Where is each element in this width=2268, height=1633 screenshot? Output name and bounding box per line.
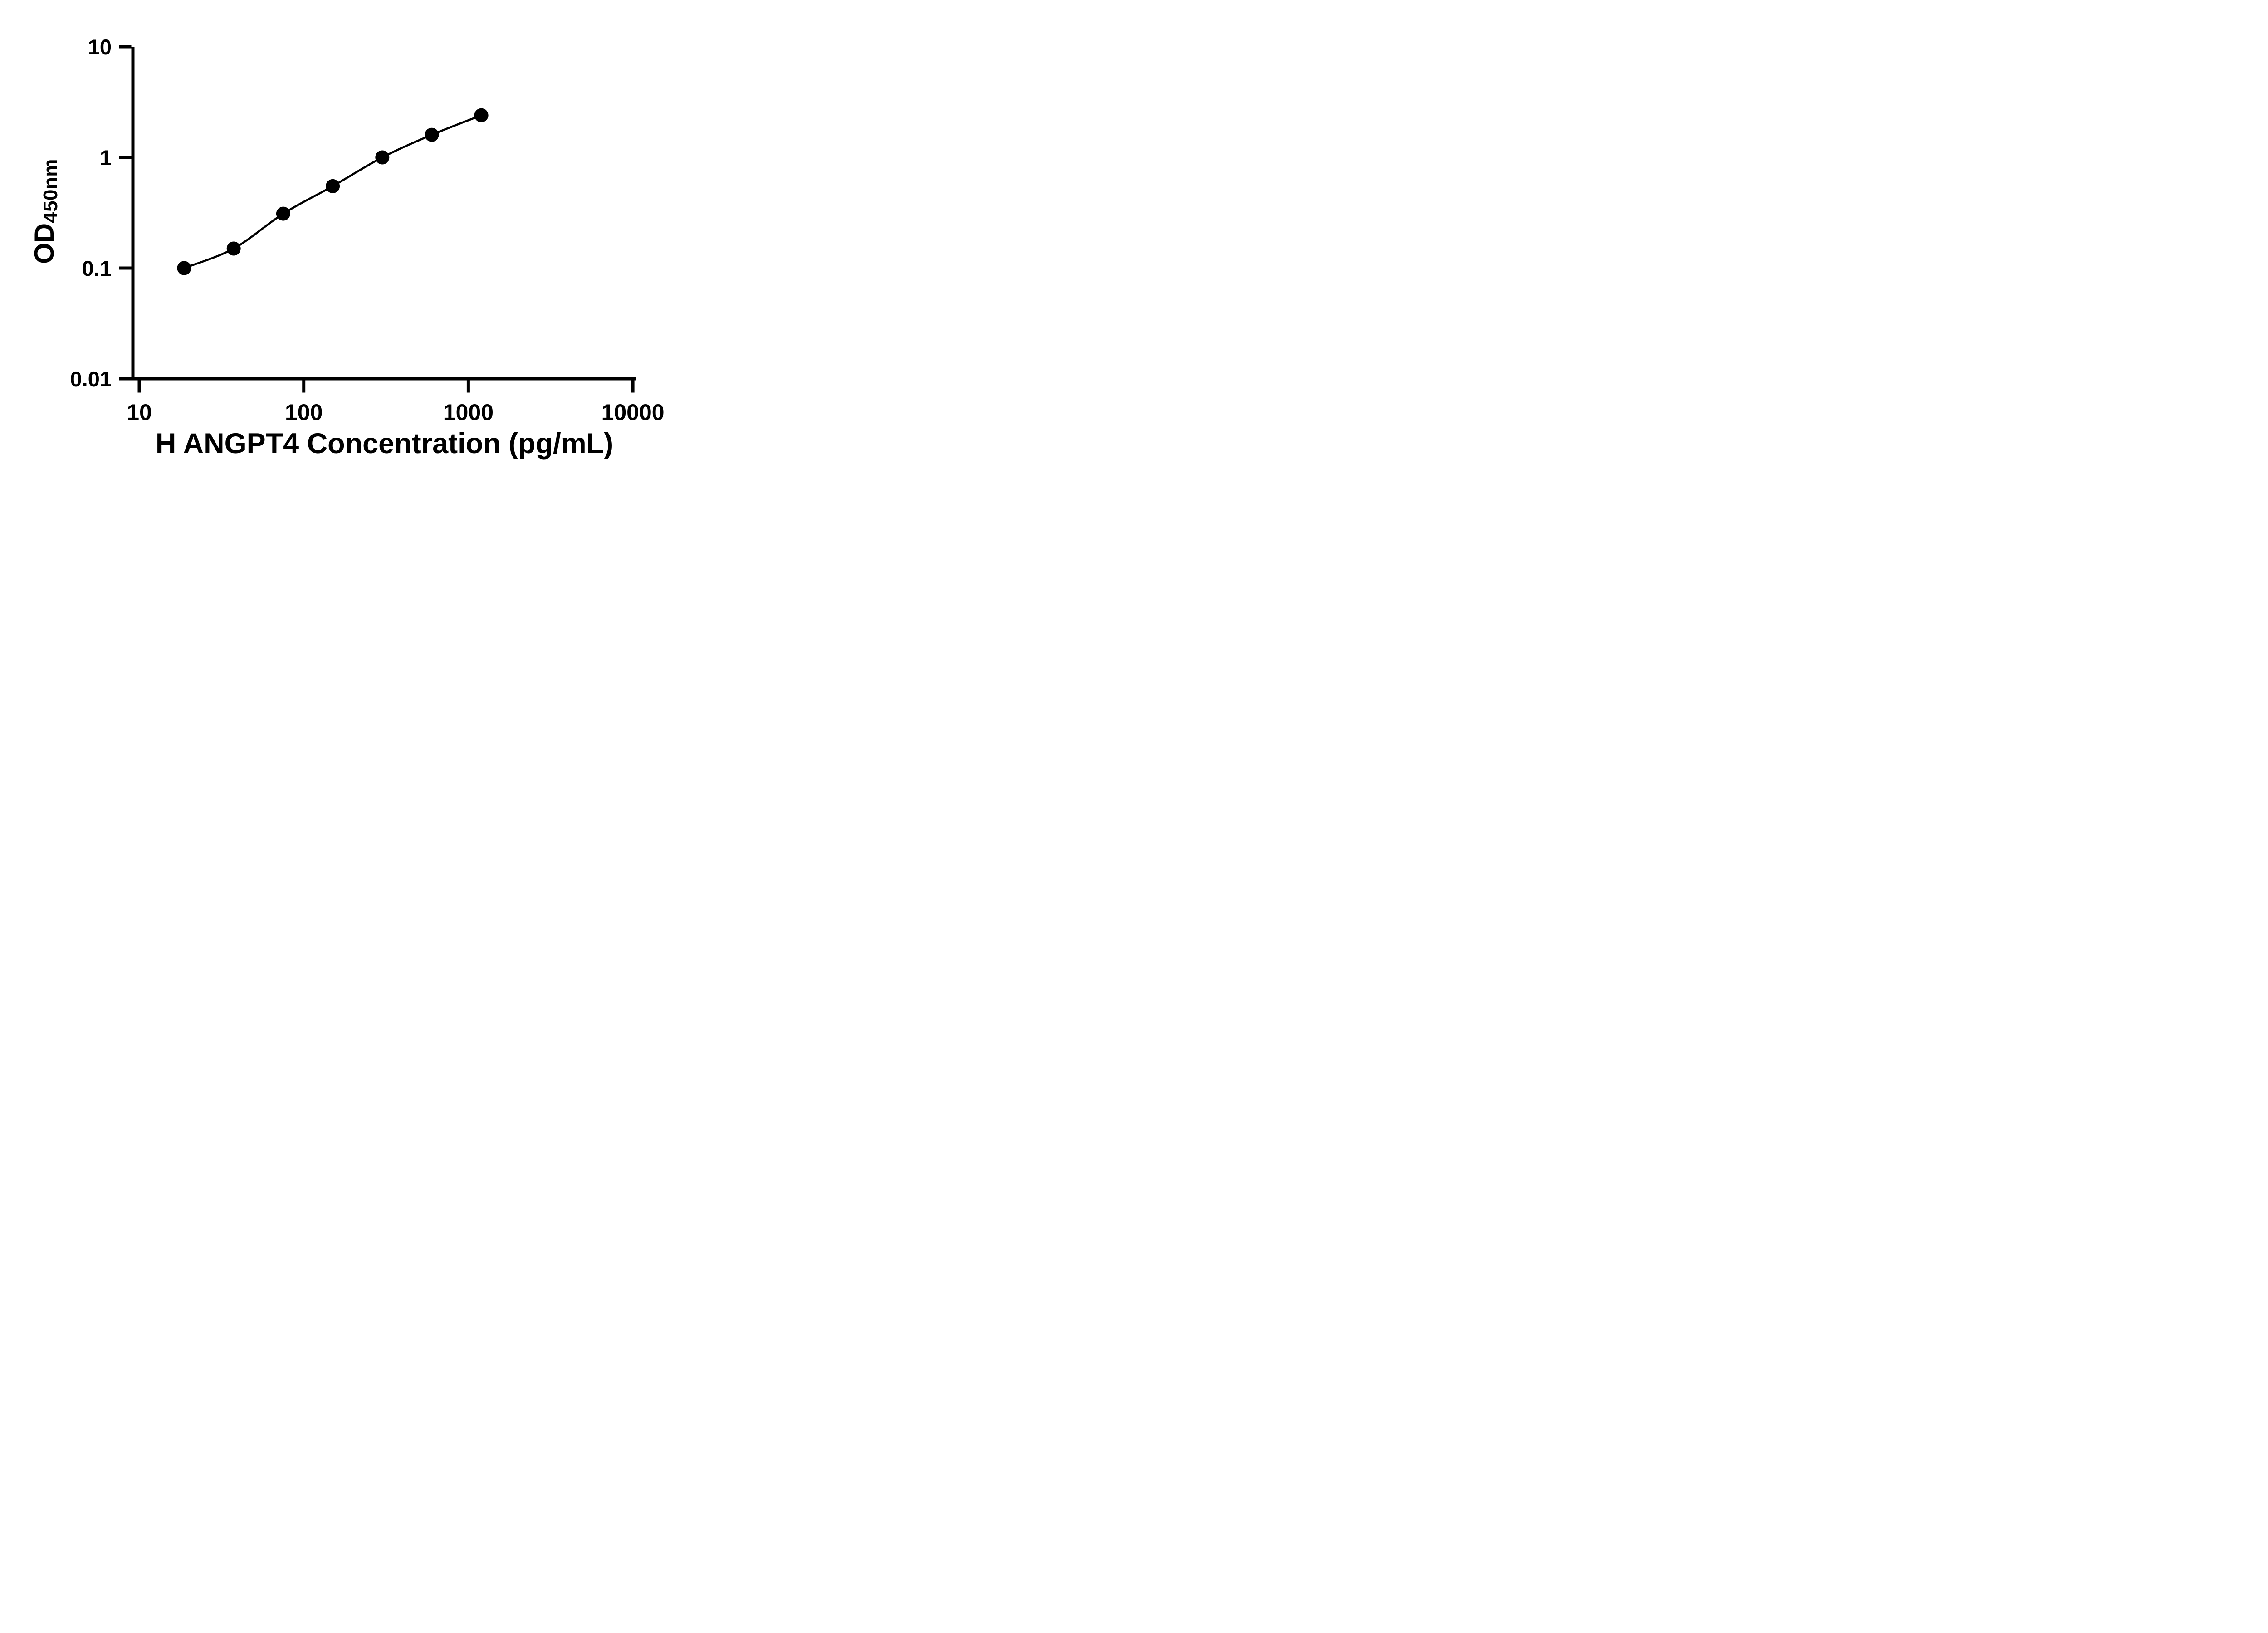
x-axis-tick-label: 100: [285, 400, 323, 425]
data-point: [474, 108, 489, 122]
x-axis-tick-label: 10: [127, 400, 152, 425]
y-axis-tick-label: 1: [100, 146, 112, 170]
x-axis-title: H ANGPT4 Concentration (pg/mL): [155, 428, 614, 460]
data-point: [177, 261, 191, 275]
plot-canvas: 0.01 0.1 1 10 10 100 1000 10000: [70, 35, 665, 425]
data-point: [425, 127, 439, 142]
data-point: [276, 206, 290, 221]
axis-spines: [131, 47, 636, 381]
y-axis-title-main: OD: [29, 223, 59, 264]
x-axis-tick-label: 1000: [443, 400, 494, 425]
elisa-standard-curve-figure: 0.01 0.1 1 10 10 100 1000 10000 OD450nm H ANGPT…: [0, 0, 699, 490]
y-axis-tick-label: 0.1: [82, 256, 112, 280]
data-point: [326, 179, 340, 193]
data-point: [375, 150, 390, 165]
y-axis-title-subscript: 450nm: [39, 159, 62, 223]
x-axis-tick-label: 10000: [601, 400, 665, 425]
y-axis-title: OD450nm: [24, 71, 65, 352]
data-point: [226, 241, 241, 256]
y-axis-tick-label: 10: [88, 35, 112, 59]
y-axis-tick-label: 0.01: [70, 367, 112, 391]
